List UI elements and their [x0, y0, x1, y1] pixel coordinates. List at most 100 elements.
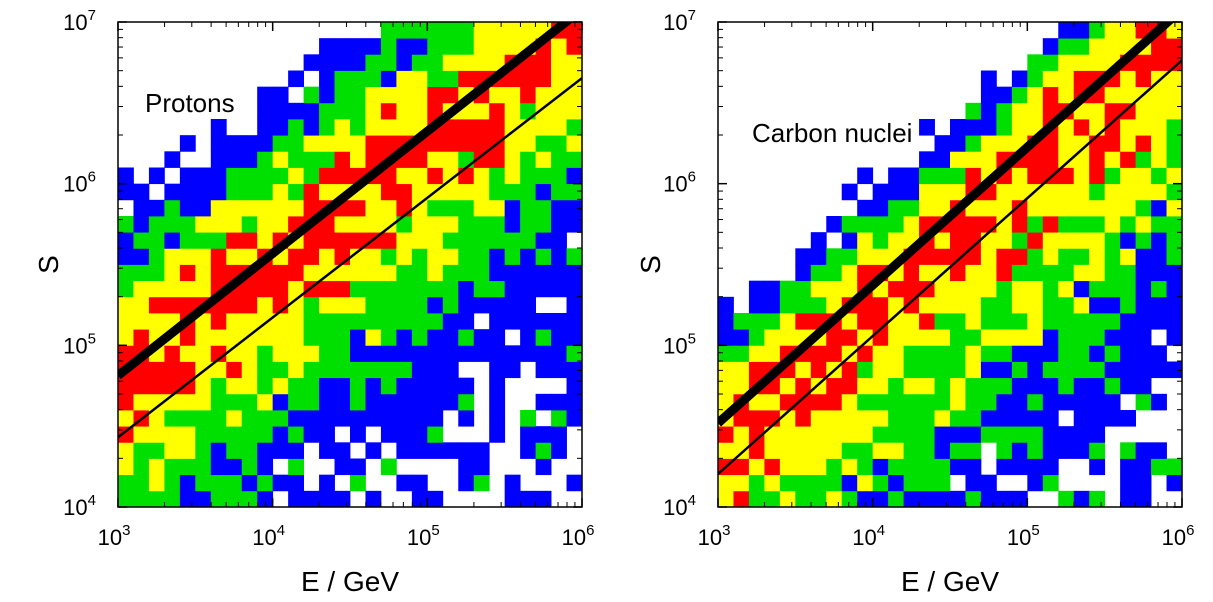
- heatmap-cell: [380, 199, 397, 217]
- heatmap-cell: [396, 474, 413, 492]
- heatmap-cell: [350, 474, 366, 492]
- heatmap-cell: [919, 264, 935, 282]
- heatmap-cell: [1104, 151, 1121, 168]
- heatmap-cell: [1042, 329, 1059, 346]
- heatmap-cell: [396, 377, 413, 395]
- heatmap-cell: [764, 280, 781, 298]
- heatmap-cell: [1089, 248, 1106, 265]
- heatmap-cell: [888, 329, 904, 346]
- heatmap-cell: [427, 151, 444, 168]
- heatmap-cell: [535, 86, 552, 104]
- heatmap-cell: [1120, 22, 1136, 39]
- heatmap-cell: [748, 361, 765, 379]
- heatmap-cell: [810, 232, 827, 249]
- heatmap-cell: [164, 361, 181, 379]
- heatmap-cell: [226, 490, 243, 507]
- heatmap-cell: [365, 490, 382, 507]
- heatmap-cell: [427, 361, 444, 379]
- heatmap-cell: [288, 167, 304, 185]
- heatmap-cell: [411, 86, 428, 104]
- heatmap-cell: [965, 151, 982, 168]
- heatmap-cell: [1104, 119, 1121, 136]
- heatmap-cell: [303, 393, 320, 411]
- heatmap-cell: [888, 410, 904, 427]
- heatmap-cell: [857, 167, 874, 185]
- heatmap-cell: [350, 86, 366, 104]
- heatmap-cell: [795, 361, 812, 379]
- heatmap-cell: [303, 426, 320, 443]
- heatmap-cell: [380, 54, 397, 71]
- heatmap-cell: [133, 329, 150, 346]
- heatmap-cell: [334, 313, 351, 330]
- heatmap-cell: [965, 426, 982, 443]
- heatmap-cell: [872, 216, 889, 233]
- heatmap-cell: [520, 442, 536, 459]
- heatmap-cell: [1151, 102, 1167, 120]
- heatmap-cell: [350, 248, 366, 265]
- heatmap-cell: [1011, 199, 1028, 217]
- heatmap-cell: [1058, 393, 1075, 411]
- heatmap-cell: [257, 410, 274, 427]
- heatmap-cell: [473, 329, 490, 346]
- heatmap-cell: [1104, 264, 1121, 282]
- heatmap-cell: [950, 313, 966, 330]
- heatmap-cell: [1073, 167, 1090, 185]
- heatmap-cell: [1120, 102, 1136, 120]
- heatmap-cell: [520, 135, 536, 152]
- heatmap-cell: [980, 393, 997, 411]
- heatmap-cell: [1027, 70, 1044, 88]
- heatmap-cell: [489, 232, 506, 249]
- heatmap-cell: [118, 410, 134, 427]
- heatmap-cell: [1151, 199, 1167, 217]
- heatmap-cell: [810, 248, 827, 265]
- heatmap-cell: [210, 426, 227, 443]
- heatmap-cell: [1073, 248, 1090, 265]
- heatmap-cell: [566, 248, 582, 265]
- heatmap-cell: [118, 458, 134, 476]
- heatmap-cell: [458, 151, 475, 168]
- heatmap-cell: [257, 345, 274, 362]
- heatmap-cell: [319, 86, 335, 104]
- heatmap-cell: [195, 490, 212, 507]
- heatmap-cell: [1027, 280, 1044, 298]
- heatmap-cell: [535, 151, 552, 168]
- heatmap-cell: [458, 280, 475, 298]
- heatmap-cell: [365, 329, 382, 346]
- heatmap-cell: [319, 393, 335, 411]
- y-axis-title: S: [33, 255, 64, 274]
- heatmap-cell: [365, 442, 382, 459]
- heatmap-cell: [427, 426, 444, 443]
- heatmap-cell: [1120, 248, 1136, 265]
- heatmap-cell: [179, 183, 196, 201]
- heatmap-cell: [903, 183, 920, 201]
- heatmap-cell: [1042, 426, 1059, 443]
- heatmap-cell: [226, 410, 243, 427]
- heatmap-cell: [148, 377, 165, 395]
- heatmap-cell: [996, 86, 1013, 104]
- heatmap-cell: [1166, 264, 1182, 282]
- heatmap-cell: [226, 442, 243, 459]
- heatmap-cell: [535, 345, 552, 362]
- heatmap-cell: [1027, 296, 1044, 314]
- heatmap-cell: [164, 377, 181, 395]
- heatmap-cell: [1166, 22, 1182, 39]
- heatmap-cell: [489, 248, 506, 265]
- heatmap-cell: [903, 377, 920, 395]
- heatmap-cell: [195, 329, 212, 346]
- heatmap-cell: [195, 393, 212, 411]
- heatmap-cell: [965, 280, 982, 298]
- x-tick-label: 104: [252, 522, 285, 550]
- heatmap-cell: [365, 264, 382, 282]
- heatmap-cell: [458, 70, 475, 88]
- heatmap-cell: [257, 102, 274, 120]
- heatmap-cell: [303, 167, 320, 185]
- y-tick-label: 107: [63, 7, 96, 35]
- heatmap-cell: [1042, 102, 1059, 120]
- heatmap-cell: [826, 442, 843, 459]
- heatmap-cell: [288, 313, 304, 330]
- heatmap-cell: [118, 232, 134, 249]
- heatmap-cell: [411, 345, 428, 362]
- heatmap-cell: [934, 151, 951, 168]
- heatmap-cell: [427, 442, 444, 459]
